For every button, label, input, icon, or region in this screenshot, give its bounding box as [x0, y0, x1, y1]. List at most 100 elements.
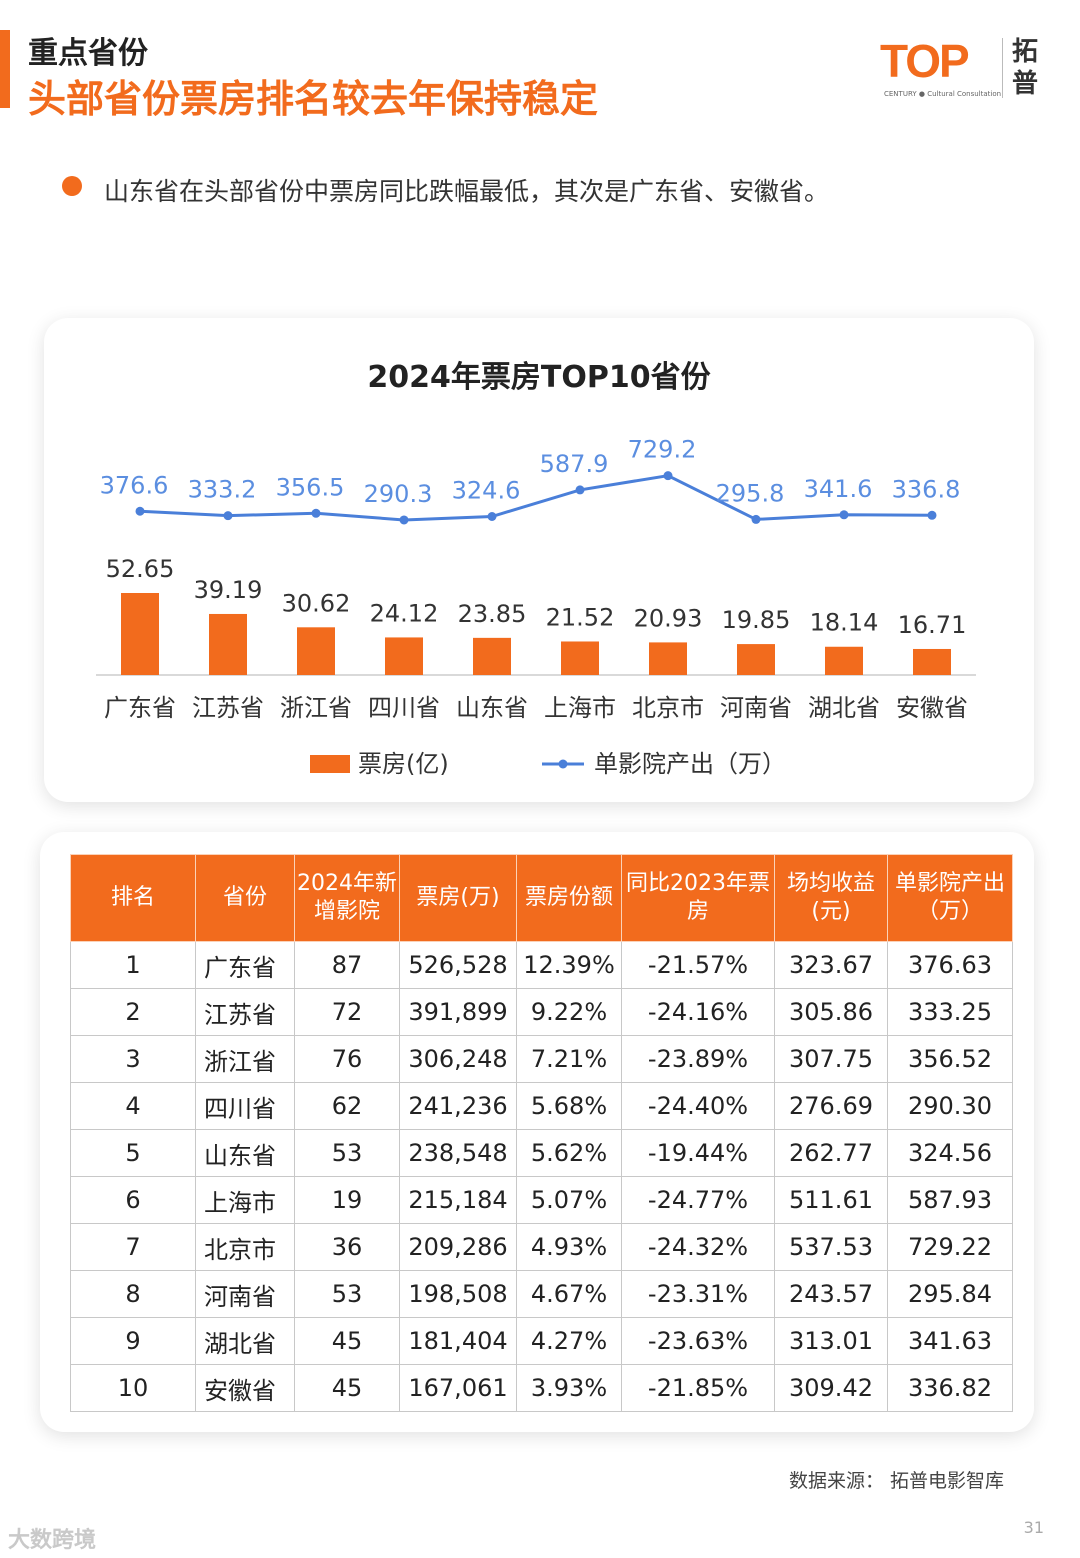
combo-chart: 52.65 广东省 39.19 江苏省 30.62 浙江省 24.12 四川省 23.85 山东省…: [96, 436, 976, 778]
table-cell: 167,061: [399, 1364, 517, 1412]
table-cell: -23.31%: [621, 1270, 775, 1318]
table-cell: 198,508: [399, 1270, 517, 1318]
table-cell: 309.42: [774, 1364, 888, 1412]
logo-tagline: CENTURY ● Cultural Consultation: [884, 90, 1002, 98]
table-row: 9 湖北省 45 181,404 4.27% -23.63% 313.01 341.63: [70, 1317, 1013, 1365]
table-cell: 313.01: [774, 1317, 888, 1365]
bullet-icon: [62, 176, 82, 196]
line-point: [751, 514, 761, 524]
category-label: 河南省: [720, 694, 792, 722]
table-cell: -23.89%: [621, 1035, 775, 1083]
table-cell: 安徽省: [195, 1364, 295, 1412]
table-cell: 10: [70, 1364, 196, 1412]
table-cell: 45: [294, 1317, 400, 1365]
table-cell: 4.93%: [516, 1223, 622, 1271]
bar-value-label: 16.71: [898, 611, 967, 639]
table-cell: 1: [70, 941, 196, 989]
table-cell: 12.39%: [516, 941, 622, 989]
table-cell: 391,899: [399, 988, 517, 1036]
table-cell: 5.68%: [516, 1082, 622, 1130]
line-value-label: 356.5: [276, 473, 345, 501]
legend-swatch-point: [558, 759, 568, 769]
table-cell: 9: [70, 1317, 196, 1365]
bar-value-label: 18.14: [810, 609, 879, 637]
line-value-label: 333.2: [188, 476, 257, 504]
table-cell: 76: [294, 1035, 400, 1083]
brand-logo: TOP CENTURY ● Cultural Consultation 拓普: [880, 34, 1050, 104]
line-point: [839, 510, 849, 520]
table-cell: 307.75: [774, 1035, 888, 1083]
table-cell: 江苏省: [195, 988, 295, 1036]
legend-swatch-bar: [310, 755, 350, 773]
bar-value-label: 30.62: [282, 589, 351, 617]
table-cell: 305.86: [774, 988, 888, 1036]
line-series: [139, 474, 933, 522]
chart-card: 2024年票房TOP10省份 52.65 广东省 39.19 江苏省 30.62 浙江省 2…: [44, 318, 1034, 802]
table-cell: 356.52: [887, 1035, 1013, 1083]
line-value-label: 376.6: [100, 471, 169, 499]
table-body: 1 广东省 87 526,528 12.39% -21.57% 323.67 376.63 2 江…: [70, 941, 1013, 1412]
table-cell: 72: [294, 988, 400, 1036]
line-point: [135, 506, 145, 516]
table-cell: 北京市: [195, 1223, 295, 1271]
table-cell: 306,248: [399, 1035, 517, 1083]
bar: [297, 627, 335, 675]
table-row: 7 北京市 36 209,286 4.93% -24.32% 537.53 729.22: [70, 1223, 1013, 1271]
page-title: 头部省份票房排名较去年保持稳定: [28, 77, 599, 121]
line-value-label: 336.8: [892, 475, 961, 503]
line-point: [399, 515, 409, 525]
table-cell: 53: [294, 1270, 400, 1318]
bar: [473, 637, 511, 675]
bar: [209, 613, 247, 675]
section-subtitle: 重点省份: [28, 36, 148, 71]
table-cell: -24.40%: [621, 1082, 775, 1130]
table-cell: -24.16%: [621, 988, 775, 1036]
bar-value-label: 39.19: [194, 576, 263, 604]
table-cell: 376.63: [887, 941, 1013, 989]
bar: [561, 641, 599, 675]
legend-label-bar: 票房(亿): [358, 750, 449, 778]
table-cell: 5: [70, 1129, 196, 1177]
table-cell: 243.57: [774, 1270, 888, 1318]
category-label: 浙江省: [280, 694, 352, 722]
category-label: 湖北省: [808, 694, 880, 722]
logo-chinese: 拓普: [1012, 37, 1039, 99]
accent-bar: [0, 30, 10, 108]
table-cell: 上海市: [195, 1176, 295, 1224]
legend-label-line: 单影院产出（万）: [594, 750, 786, 778]
table-cell: 241,236: [399, 1082, 517, 1130]
table-cell: 87: [294, 941, 400, 989]
line-point: [575, 485, 585, 495]
header-new-cinemas: 2024年新增影院: [294, 854, 400, 942]
bar: [913, 648, 951, 675]
header-rank: 排名: [70, 854, 196, 942]
table-cell: 36: [294, 1223, 400, 1271]
table-row: 4 四川省 62 241,236 5.68% -24.40% 276.69 290.30: [70, 1082, 1013, 1130]
table-row: 6 上海市 19 215,184 5.07% -24.77% 511.61 587.93: [70, 1176, 1013, 1224]
table-row: 8 河南省 53 198,508 4.67% -23.31% 243.57 295.84: [70, 1270, 1013, 1318]
line-value-label: 729.2: [628, 436, 697, 464]
bar: [649, 642, 687, 675]
table-cell: 4.67%: [516, 1270, 622, 1318]
table-cell: 526,528: [399, 941, 517, 989]
page-number: 31: [1023, 1518, 1044, 1537]
table-cell: 262.77: [774, 1129, 888, 1177]
table-cell: 4: [70, 1082, 196, 1130]
category-label: 广东省: [104, 694, 176, 722]
header-province: 省份: [195, 854, 295, 942]
table-cell: 3.93%: [516, 1364, 622, 1412]
key-finding: 山东省在头部省份中票房同比跌幅最低，其次是广东省、安徽省。: [104, 177, 830, 206]
table-row: 10 安徽省 45 167,061 3.93% -21.85% 309.42 336.82: [70, 1364, 1013, 1412]
category-label: 四川省: [368, 694, 440, 722]
bar-value-label: 24.12: [370, 599, 439, 627]
table-cell: -21.85%: [621, 1364, 775, 1412]
header-box-office: 票房(万): [399, 854, 517, 942]
header-yoy: 同比2023年票房: [621, 854, 775, 942]
line-value-label: 587.9: [540, 450, 609, 478]
table-cell: 3: [70, 1035, 196, 1083]
table-cell: 浙江省: [195, 1035, 295, 1083]
table-cell: 295.84: [887, 1270, 1013, 1318]
table-cell: 333.25: [887, 988, 1013, 1036]
table-cell: 4.27%: [516, 1317, 622, 1365]
line-point: [223, 511, 233, 521]
